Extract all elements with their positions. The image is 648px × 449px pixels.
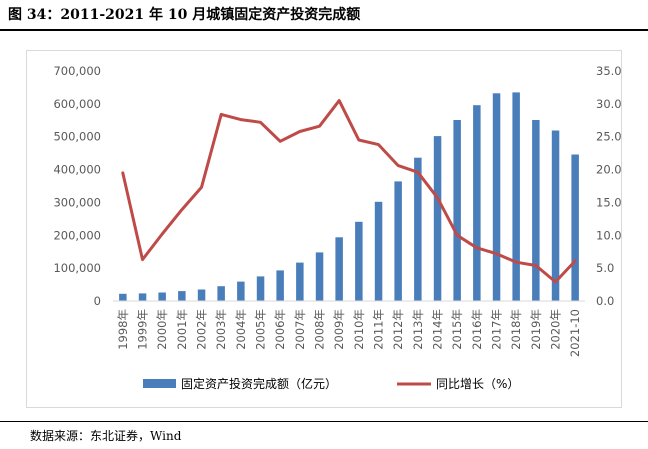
x-tick-label: 2001年 [175, 309, 189, 350]
right-tick-label: 15.0 [596, 195, 622, 209]
x-tick-label: 2007年 [293, 309, 307, 350]
x-tick-label: 2019年 [529, 309, 543, 350]
bar-2013年 [414, 157, 422, 301]
x-tick-label: 2021-10 [568, 309, 582, 357]
bar-2012年 [394, 181, 402, 301]
bar-2014年 [433, 136, 442, 301]
right-tick-label: 25.0 [596, 130, 622, 144]
source-note: 数据来源：东北证券，Wind [30, 429, 182, 443]
title-rule [0, 29, 648, 31]
left-tick-label: 200,000 [53, 228, 101, 242]
bar-2019年 [532, 120, 540, 301]
bar-2003年 [217, 286, 225, 301]
growth-line [121, 99, 577, 284]
bar-2017年 [492, 93, 501, 301]
combo-chart: 0 100,000 200,000 300,000 400,000 500,000 600,… [53, 64, 622, 391]
left-tick-label: 500,000 [53, 130, 101, 144]
x-tick-label: 2013年 [411, 309, 425, 350]
x-tick-label: 2004年 [234, 309, 248, 350]
right-tick-label: 0.0 [596, 294, 614, 308]
x-tick-label: 2015年 [450, 309, 464, 350]
x-tick-label: 2010年 [352, 309, 366, 350]
bar-2007年 [296, 262, 304, 301]
right-tick-label: 5.0 [596, 261, 614, 275]
x-tick-label: 2016年 [470, 309, 484, 350]
x-tick-label: 2020年 [549, 309, 563, 350]
left-tick-label: 100,000 [53, 261, 101, 275]
x-axis-ticks: 1998年 1999年 2000年 2001年 2002年 2003年 2004年 2005年… [116, 309, 582, 357]
x-tick-label: 2011年 [372, 309, 386, 350]
bar-1998年 [119, 293, 127, 301]
right-tick-label: 35.0 [596, 64, 622, 78]
left-tick-label: 700,000 [53, 64, 101, 78]
left-tick-label: 300,000 [53, 195, 101, 209]
bar-series [119, 92, 579, 302]
bar-2011年 [374, 201, 383, 301]
bar-2016年 [473, 105, 481, 301]
bar-1999年 [138, 293, 147, 301]
x-tick-label: 2003年 [214, 309, 228, 350]
source-rule [0, 421, 648, 422]
legend-line-label: 同比增长（%） [436, 377, 519, 391]
bar-2005年 [256, 276, 265, 301]
legend-bar-swatch [143, 379, 176, 388]
left-axis-ticks: 0 100,000 200,000 300,000 400,000 500,000 600,… [53, 64, 101, 308]
bar-2015年 [453, 120, 461, 301]
figure-title: 图 34：2011-2021 年 10 月城镇固定资产投资完成额 [8, 7, 361, 23]
x-tick-label: 2002年 [195, 309, 209, 350]
bar-2006年 [276, 270, 284, 301]
bar-2002年 [197, 289, 206, 301]
x-tick-label: 2006年 [273, 309, 287, 350]
left-tick-label: 600,000 [53, 97, 101, 111]
x-tick-label: 2018年 [509, 309, 523, 350]
x-tick-label: 2000年 [155, 309, 169, 350]
bar-2009年 [335, 237, 343, 301]
right-tick-label: 20.0 [596, 163, 622, 177]
bar-2020年 [551, 130, 560, 301]
x-tick-label: 2009年 [332, 309, 346, 350]
bar-2001年 [178, 291, 186, 301]
chart-frame [26, 50, 622, 408]
right-tick-label: 10.0 [596, 228, 622, 242]
x-tick-label: 2008年 [313, 309, 327, 350]
right-axis-ticks: 0.0 5.0 10.0 15.0 20.0 25.0 30.0 35.0 [596, 64, 622, 308]
x-tick-label: 2012年 [391, 309, 405, 350]
right-tick-label: 30.0 [596, 97, 622, 111]
legend-bar-label: 固定资产投资完成额（亿元） [181, 376, 337, 391]
left-tick-label: 0 [94, 294, 101, 308]
x-tick-label: 2017年 [490, 309, 504, 350]
bar-2000年 [158, 292, 166, 301]
bar-2008年 [315, 252, 324, 301]
x-tick-label: 1999年 [136, 309, 150, 350]
x-tick-label: 2005年 [254, 309, 268, 350]
bar-2021-10 [571, 154, 579, 301]
bar-2004年 [237, 281, 245, 301]
bar-2018年 [512, 92, 520, 302]
chart-legend: 固定资产投资完成额（亿元） 同比增长（%） [143, 376, 519, 391]
x-tick-label: 2014年 [431, 309, 445, 350]
bar-2010年 [355, 221, 363, 301]
left-tick-label: 400,000 [53, 163, 101, 177]
x-tick-label: 1998年 [116, 309, 130, 350]
line-series [121, 99, 577, 284]
